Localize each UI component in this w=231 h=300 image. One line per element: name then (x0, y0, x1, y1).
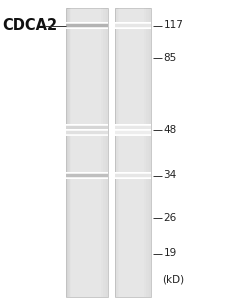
Bar (114, 129, 150, 130)
Text: 117: 117 (163, 20, 183, 31)
Bar (147, 8, 149, 297)
Bar (69, 8, 70, 297)
Bar (114, 8, 116, 297)
Text: (kD): (kD) (162, 274, 184, 285)
Text: 85: 85 (163, 52, 176, 63)
Bar (66, 178, 107, 179)
Bar (66, 125, 107, 126)
Bar (114, 174, 150, 177)
Bar (66, 23, 107, 24)
Bar (149, 8, 150, 297)
Bar (114, 172, 150, 173)
Bar (115, 8, 117, 297)
Bar (114, 28, 150, 29)
Bar (101, 8, 103, 297)
Text: 34: 34 (163, 170, 176, 181)
Bar (66, 129, 107, 130)
Bar (114, 130, 150, 131)
Bar (66, 134, 107, 135)
Bar (114, 8, 150, 297)
Bar (114, 124, 150, 125)
Bar (116, 8, 118, 297)
Bar (66, 129, 107, 130)
Text: 19: 19 (163, 248, 176, 259)
Bar (68, 8, 69, 297)
Bar (114, 177, 150, 178)
Bar (144, 8, 145, 297)
Bar (114, 173, 150, 174)
Bar (66, 177, 107, 178)
Bar (66, 22, 107, 23)
Bar (114, 126, 150, 129)
Bar (145, 8, 147, 297)
Bar (66, 130, 107, 131)
Bar (66, 174, 107, 177)
Bar (66, 8, 107, 297)
Bar (114, 23, 150, 24)
Bar (114, 135, 150, 136)
Bar (66, 130, 107, 131)
Bar (114, 129, 150, 130)
Bar (114, 22, 150, 23)
Bar (114, 27, 150, 28)
Bar (114, 125, 150, 126)
Bar (106, 8, 107, 297)
Bar (114, 178, 150, 179)
Bar (66, 27, 107, 28)
Text: 26: 26 (163, 213, 176, 224)
Bar (66, 173, 107, 174)
Bar (114, 130, 150, 131)
Text: 48: 48 (163, 125, 176, 135)
Bar (66, 24, 107, 27)
Bar (66, 135, 107, 136)
Bar (66, 124, 107, 125)
Bar (103, 8, 104, 297)
Bar (117, 8, 119, 297)
Bar (66, 172, 107, 173)
Bar (114, 131, 150, 134)
Bar (66, 8, 67, 297)
Bar (67, 8, 68, 297)
Bar (104, 8, 106, 297)
Bar (66, 28, 107, 29)
Bar (114, 134, 150, 135)
Bar (114, 24, 150, 27)
Bar (66, 131, 107, 134)
Text: CDCA2: CDCA2 (2, 18, 57, 33)
Bar (66, 126, 107, 129)
